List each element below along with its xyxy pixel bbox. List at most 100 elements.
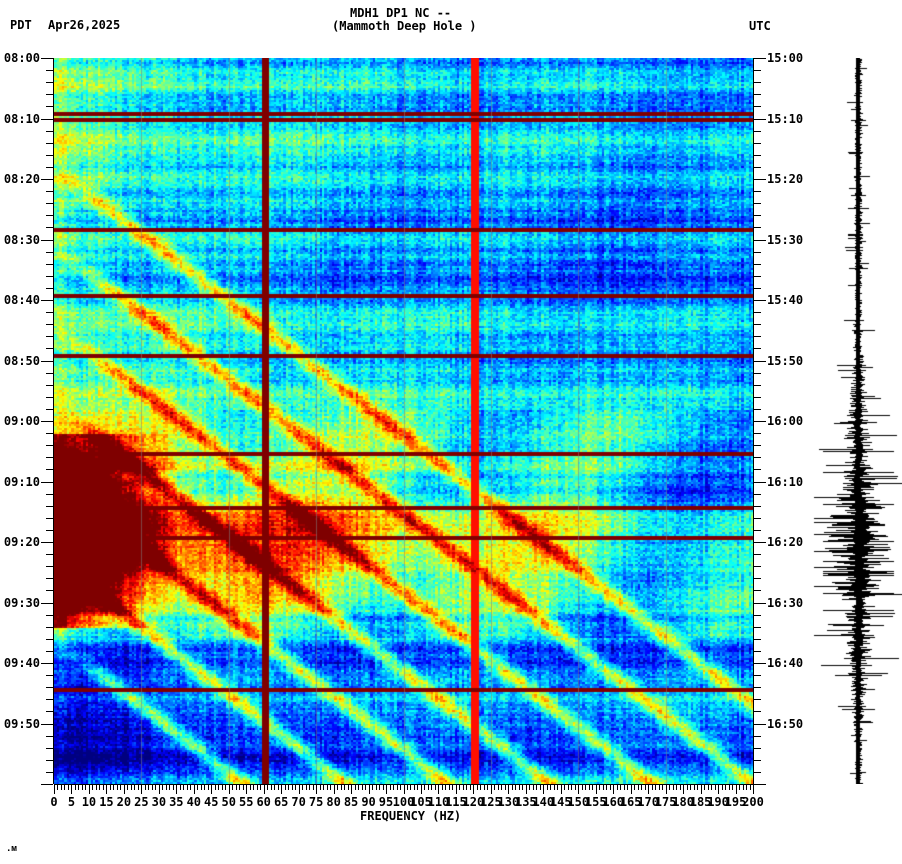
x-tick — [603, 785, 604, 790]
x-tick — [54, 785, 55, 794]
x-tick — [222, 785, 223, 790]
x-tick — [404, 785, 405, 794]
y-tick-left — [46, 142, 53, 144]
x-label: 190 — [707, 795, 729, 809]
y-label-right: 16:20 — [767, 535, 804, 549]
y-tick-left — [41, 179, 53, 180]
x-tick — [491, 785, 492, 794]
x-tick — [708, 785, 709, 790]
y-label-right: 15:30 — [767, 232, 804, 247]
x-label: 45 — [204, 795, 219, 809]
y-tick-left — [46, 578, 53, 580]
x-tick — [526, 785, 527, 794]
y-tick-right — [754, 529, 761, 531]
y-tick-right — [754, 118, 766, 120]
seismogram-trace-panel — [812, 58, 902, 784]
y-tick-right — [754, 602, 766, 604]
y-tick-left — [46, 384, 53, 386]
x-tick — [197, 785, 198, 790]
x-tick — [638, 785, 639, 790]
x-tick — [288, 785, 289, 790]
y-tick-right — [754, 517, 761, 519]
x-tick — [348, 785, 349, 790]
x-label: 75 — [308, 795, 324, 809]
x-tick — [690, 785, 691, 790]
y-tick-right — [754, 82, 761, 84]
y-tick-left — [46, 650, 53, 652]
x-label: 60 — [256, 795, 271, 809]
x-tick — [662, 785, 663, 790]
y-tick-left — [41, 542, 53, 543]
y-tick-right — [754, 384, 761, 386]
x-axis-line — [54, 784, 754, 785]
x-tick — [529, 785, 530, 790]
y-tick-left — [46, 626, 53, 628]
y-tick-left — [46, 408, 53, 410]
x-label: 195 — [724, 795, 747, 809]
x-tick — [229, 785, 230, 794]
y-label-right: 16:50 — [767, 716, 804, 731]
x-tick — [159, 785, 160, 794]
x-tick — [85, 785, 86, 790]
y-tick-left — [46, 566, 53, 568]
y-tick-left — [41, 421, 53, 422]
y-axis-right-line — [753, 58, 754, 784]
x-tick — [148, 785, 149, 790]
x-label: 185 — [689, 795, 712, 809]
x-tick — [466, 785, 467, 790]
y-tick-right — [754, 324, 761, 326]
x-tick — [120, 785, 121, 790]
x-axis-title: FREQUENCY (HZ) — [360, 809, 462, 823]
x-tick — [484, 785, 485, 790]
x-tick — [666, 785, 667, 794]
y-label-left: 08:50 — [3, 353, 40, 368]
y-tick-left — [41, 360, 53, 362]
x-tick — [64, 785, 65, 790]
y-label-right: 16:30 — [767, 595, 804, 610]
x-tick — [365, 785, 366, 790]
y-tick-left — [46, 759, 53, 761]
y-tick-right — [754, 663, 766, 664]
x-tick — [341, 785, 342, 790]
y-label-left: 08:30 — [3, 232, 40, 247]
y-tick-right — [754, 638, 761, 640]
y-tick-left — [46, 312, 53, 314]
x-tick — [75, 785, 76, 790]
y-tick-left — [46, 154, 53, 156]
x-tick — [187, 785, 188, 790]
x-tick — [515, 785, 516, 790]
x-tick — [201, 785, 202, 790]
x-tick — [652, 785, 653, 790]
x-tick — [550, 785, 551, 790]
x-tick — [571, 785, 572, 790]
x-tick — [239, 785, 240, 790]
x-tick — [299, 785, 300, 794]
x-tick — [456, 785, 457, 794]
x-tick — [519, 785, 520, 790]
x-tick — [292, 785, 293, 790]
x-tick — [323, 785, 324, 790]
y-tick-right — [754, 312, 761, 314]
y-tick-left — [46, 348, 53, 350]
y-tick-left — [46, 106, 53, 108]
x-tick — [547, 785, 548, 790]
x-tick — [743, 785, 744, 790]
x-tick — [386, 785, 387, 794]
y-tick-left — [41, 602, 53, 604]
y-tick-left — [41, 239, 53, 241]
y-label-left: 09:10 — [3, 474, 40, 489]
x-tick — [57, 785, 58, 790]
header-station-title: MDH1 DP1 NC -- — [350, 6, 452, 20]
y-label-left: 09:40 — [3, 656, 40, 670]
x-tick — [383, 785, 384, 790]
y-tick-left — [46, 554, 53, 556]
x-label: 165 — [619, 795, 642, 809]
y-tick-right — [754, 723, 766, 725]
x-tick — [732, 785, 733, 790]
y-tick-right — [754, 372, 761, 374]
x-tick — [501, 785, 502, 790]
y-tick-left — [46, 203, 53, 205]
y-tick-right — [754, 445, 761, 447]
x-tick — [606, 785, 607, 790]
